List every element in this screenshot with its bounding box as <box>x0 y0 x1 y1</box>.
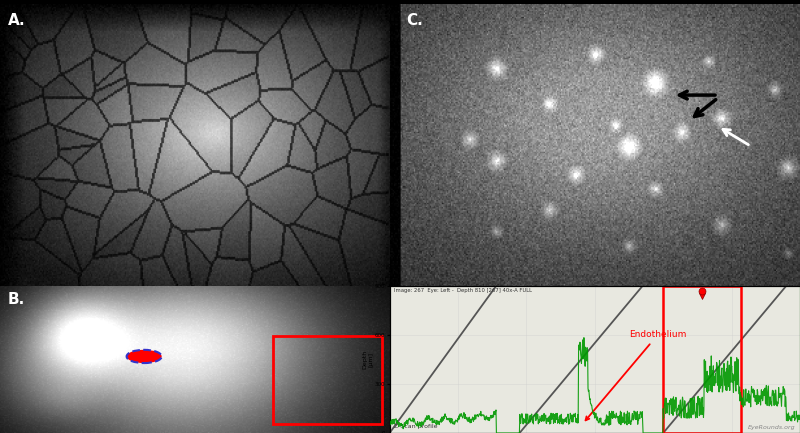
Text: EyeRounds.org: EyeRounds.org <box>748 425 796 430</box>
Bar <box>273 336 382 424</box>
Bar <box>663 286 741 433</box>
Circle shape <box>126 350 162 363</box>
Text: B.: B. <box>8 292 25 307</box>
Text: Z-Scan profile: Z-Scan profile <box>394 423 438 429</box>
Text: A.: A. <box>8 13 26 28</box>
Text: C.: C. <box>406 13 422 28</box>
Text: Endothelium: Endothelium <box>586 330 686 420</box>
Text: Image: 267  Eye: Left -  Depth 810 [267] 40x-A FULL: Image: 267 Eye: Left - Depth 810 [267] 4… <box>394 288 532 293</box>
Y-axis label: Depth
[μm]: Depth [μm] <box>362 350 374 369</box>
